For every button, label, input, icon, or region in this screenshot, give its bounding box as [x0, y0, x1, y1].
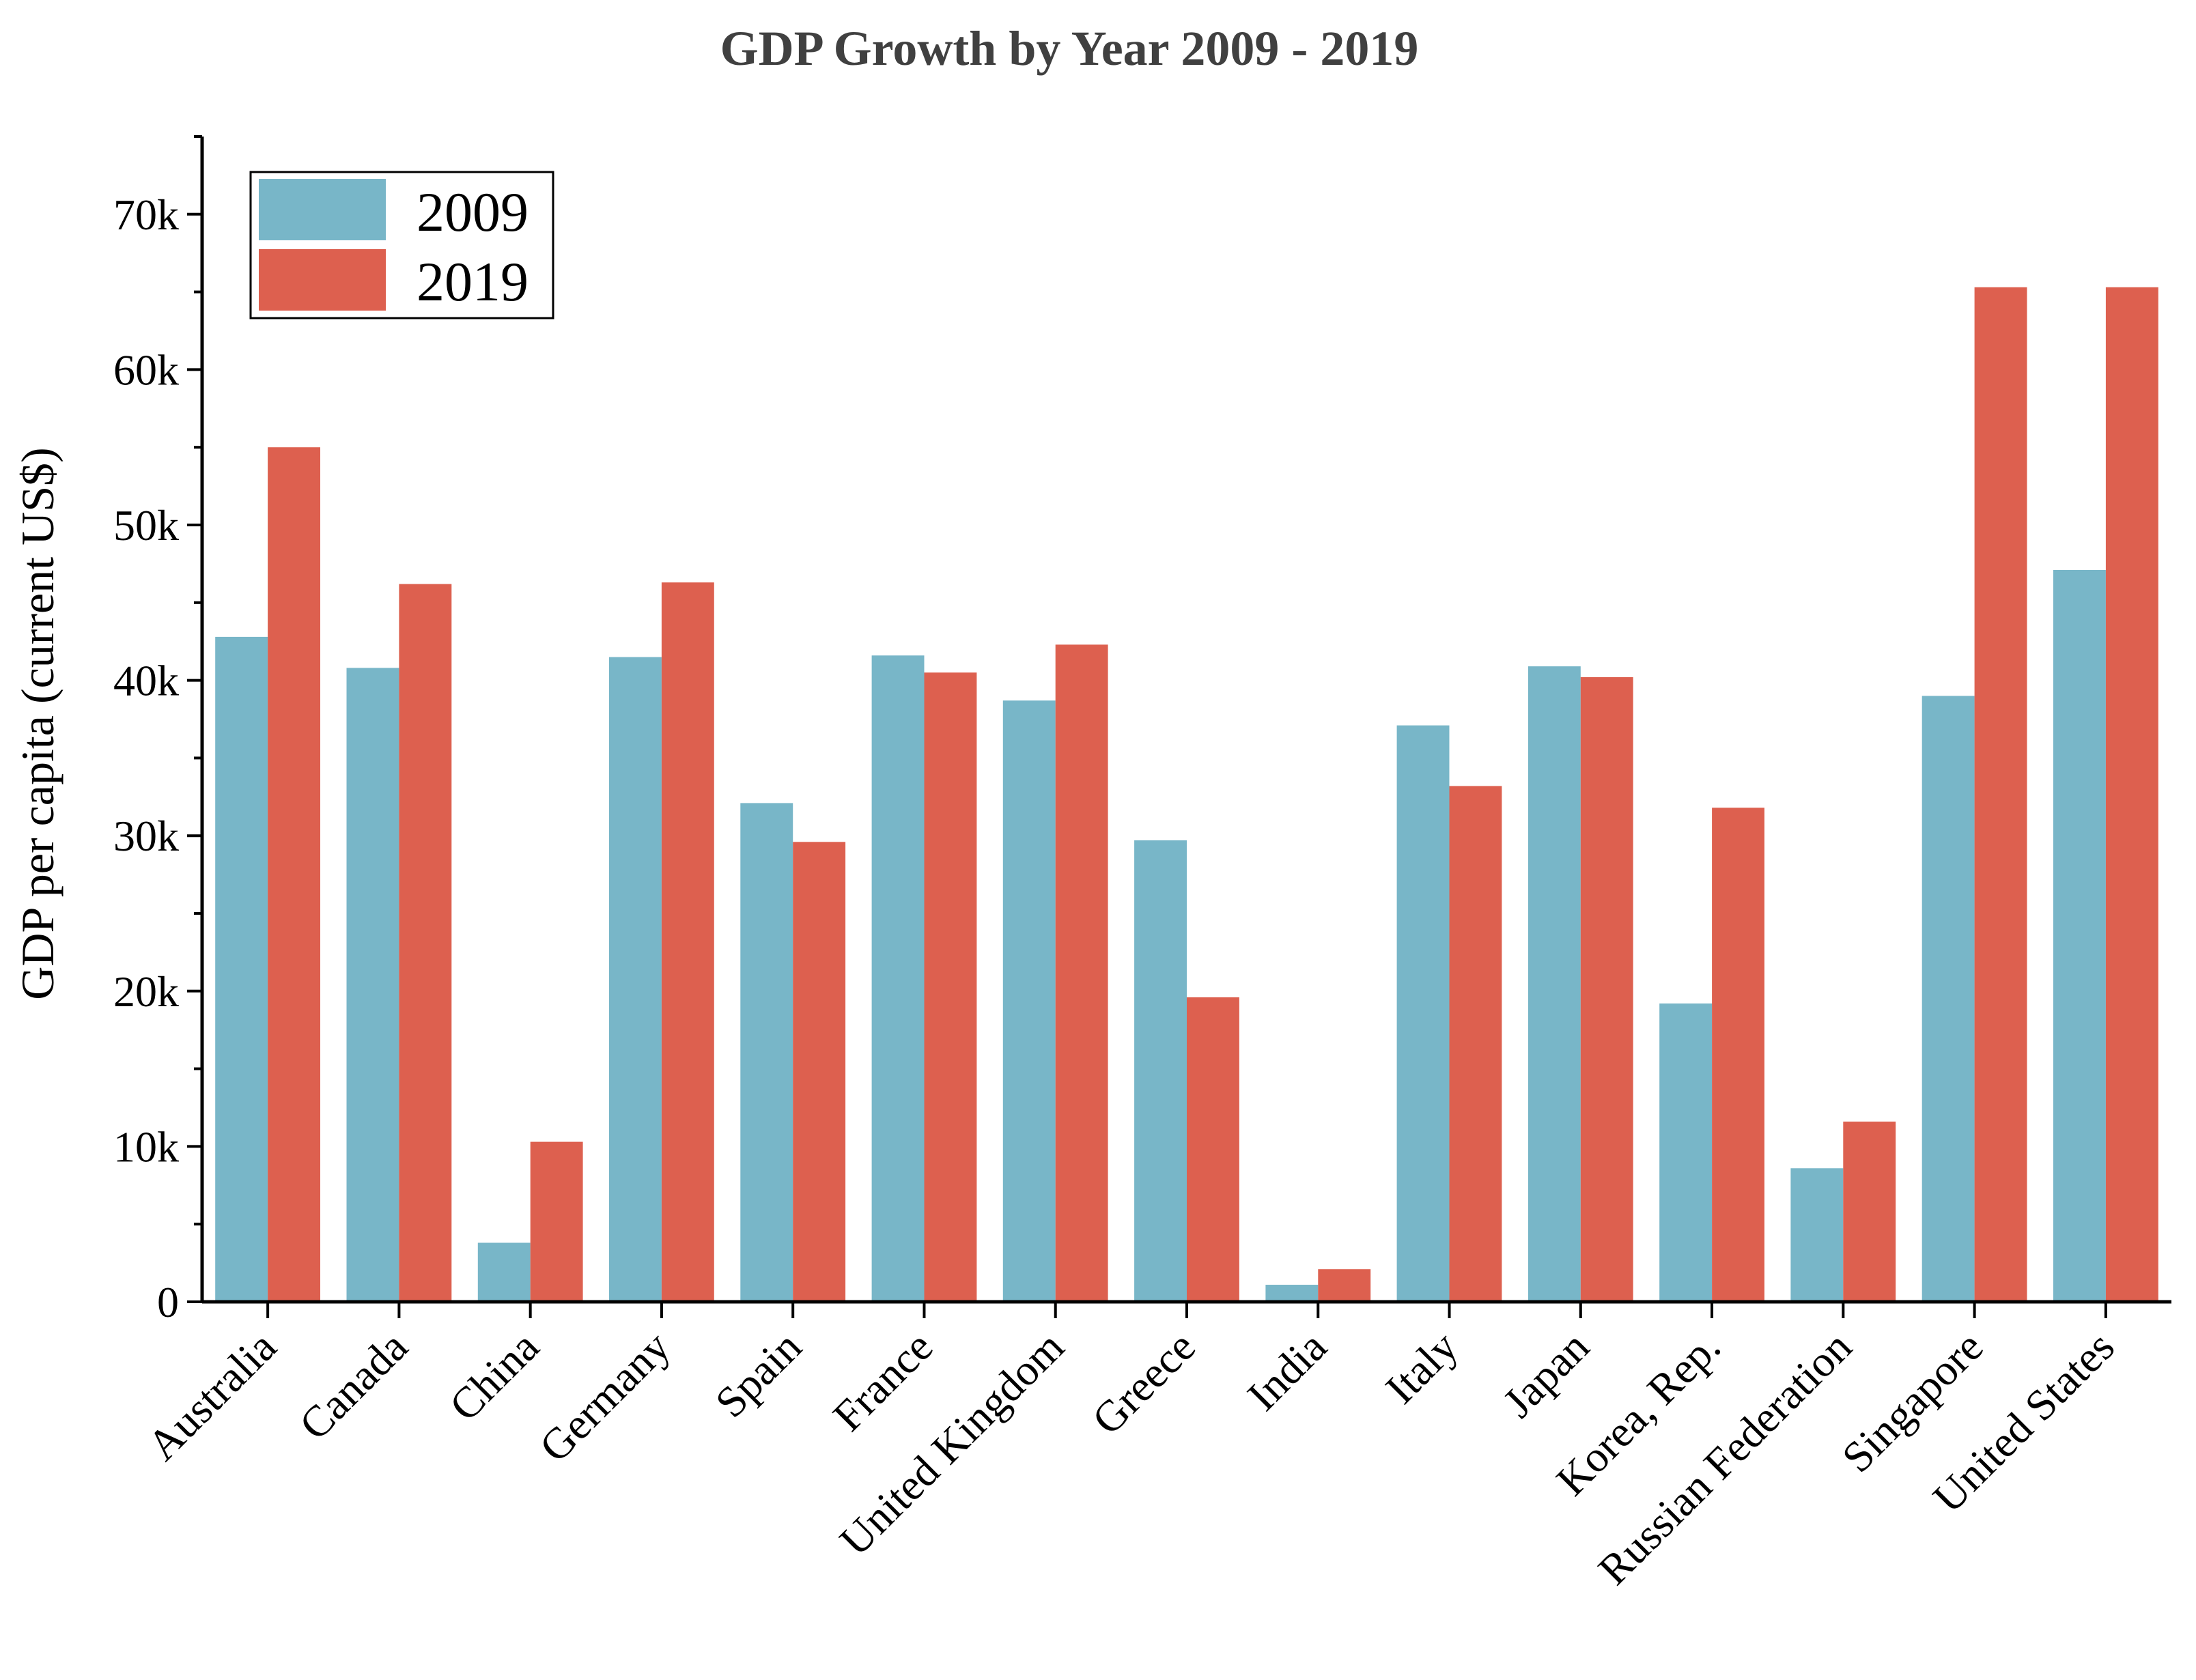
bar-2019-japan — [1580, 677, 1633, 1302]
bar-2019-russian-federation — [1843, 1122, 1896, 1302]
bar-2019-spain — [793, 842, 846, 1302]
x-tick-label-spain: Spain — [706, 1322, 811, 1427]
bar-2019-china — [530, 1141, 583, 1302]
bar-2009-canada — [346, 668, 399, 1302]
bar-2019-canada — [399, 584, 452, 1302]
y-axis-label: GDP per capita (current US$) — [12, 447, 64, 999]
bar-2019-india — [1318, 1269, 1371, 1302]
bar-2019-greece — [1187, 997, 1239, 1302]
y-tick-label: 40k — [113, 657, 179, 705]
y-tick-label: 50k — [113, 501, 179, 550]
x-tick-label-greece: Greece — [1083, 1322, 1205, 1444]
bars-group — [215, 287, 2158, 1302]
y-tick-label: 20k — [113, 967, 179, 1016]
bar-2019-korea-rep — [1712, 808, 1764, 1302]
bar-2009-korea-rep — [1659, 1003, 1713, 1302]
bar-2019-united-states — [2105, 287, 2158, 1302]
bar-2019-australia — [268, 447, 320, 1302]
legend-swatch-2019 — [259, 249, 386, 311]
chart-title: GDP Growth by Year 2009 - 2019 — [720, 21, 1419, 76]
x-tick-label-france: France — [824, 1322, 942, 1440]
bar-2019-singapore — [1974, 287, 2027, 1302]
legend-label-2019: 2019 — [417, 251, 529, 313]
bar-2019-france — [924, 672, 977, 1302]
bar-2019-italy — [1449, 786, 1502, 1302]
y-tick-label: 0 — [157, 1278, 179, 1326]
bar-2009-italy — [1396, 725, 1450, 1302]
y-ticks-group: 0 10k 20k 30k 40k 50k 60k 70k — [113, 135, 202, 1326]
bar-2009-spain — [740, 803, 793, 1302]
y-tick-label: 70k — [113, 190, 179, 239]
x-tick-label-canada: Canada — [290, 1322, 417, 1449]
x-tick-label-china: China — [440, 1322, 548, 1430]
y-tick-label: 30k — [113, 812, 179, 860]
legend-swatch-2009 — [259, 179, 386, 240]
bar-2009-united-states — [2053, 570, 2106, 1302]
y-tick-label: 10k — [113, 1122, 179, 1171]
x-tick-label-japan: Japan — [1493, 1322, 1598, 1427]
x-tick-label-germany: Germany — [530, 1322, 679, 1472]
bar-2009-united-kingdom — [1002, 700, 1056, 1302]
x-tick-label-united-kingdom: United Kingdom — [830, 1322, 1073, 1565]
bar-2009-russian-federation — [1790, 1168, 1844, 1302]
bar-2009-greece — [1134, 840, 1187, 1302]
x-tick-label-australia: Australia — [138, 1322, 285, 1470]
bar-2019-united-kingdom — [1055, 644, 1108, 1302]
x-tick-label-india: India — [1238, 1322, 1336, 1420]
bar-2009-germany — [609, 657, 662, 1302]
bar-2009-singapore — [1922, 696, 1975, 1302]
bar-2009-france — [871, 655, 925, 1302]
bar-2019-germany — [661, 582, 714, 1302]
bar-2009-china — [477, 1242, 531, 1302]
y-tick-label: 60k — [113, 345, 179, 394]
bar-2009-australia — [215, 636, 268, 1302]
legend-label-2009: 2009 — [417, 181, 529, 243]
x-tick-label-italy: Italy — [1376, 1322, 1467, 1413]
legend: 2009 2019 — [249, 171, 554, 319]
bar-2009-japan — [1528, 666, 1581, 1302]
bar-2009-india — [1265, 1285, 1319, 1302]
x-tick-label-russian-federation: Russian Federation — [1589, 1322, 1861, 1594]
